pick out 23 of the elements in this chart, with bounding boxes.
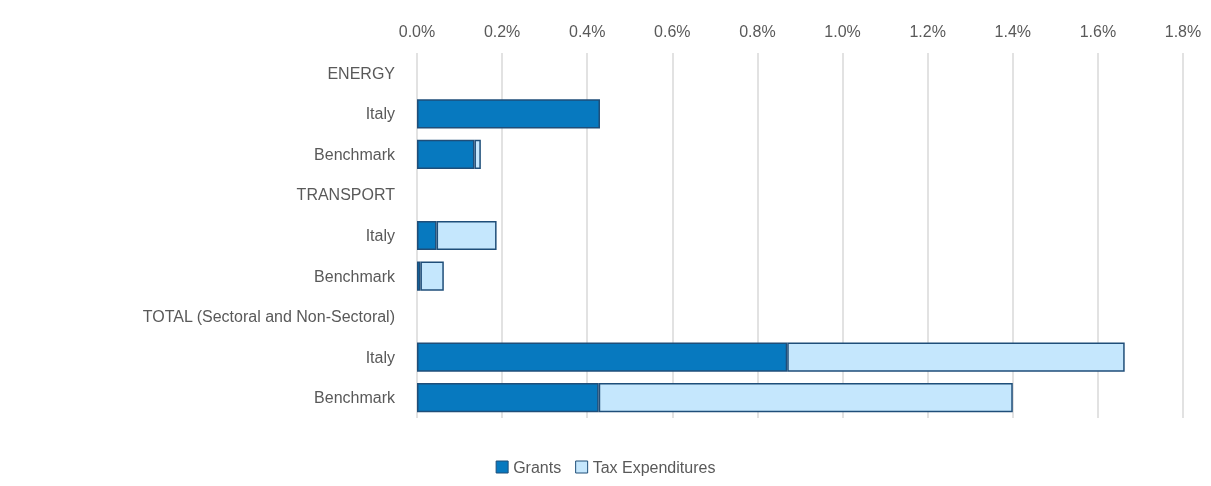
y-tick-label: Benchmark xyxy=(314,145,396,163)
x-tick-label: 0.8% xyxy=(739,22,776,40)
x-tick-label: 1.6% xyxy=(1079,22,1117,40)
y-tick-label: Italy xyxy=(365,348,395,366)
x-tick-label: 1.0% xyxy=(824,22,861,40)
x-tick-label: 0.4% xyxy=(568,22,606,40)
y-tick-label: ENERGY xyxy=(327,64,396,82)
x-tick-label: 0.6% xyxy=(654,22,691,40)
x-tick-label: 0.0% xyxy=(398,22,436,40)
x-tick-label: 0.2% xyxy=(483,22,521,40)
legend-label: Grants xyxy=(513,458,562,476)
legend-label: Tax Expenditures xyxy=(592,458,716,476)
y-tick-label: Benchmark xyxy=(314,267,396,285)
bar xyxy=(420,261,444,291)
x-tick-label: 1.4% xyxy=(994,22,1032,40)
y-tick-label: Italy xyxy=(365,227,395,244)
y-tick-label: TOTAL (Sectoral and Non-Sectoral) xyxy=(142,308,395,326)
bar xyxy=(417,99,600,129)
y-tick-label: Benchmark xyxy=(314,389,396,407)
x-tick-label: 1.8% xyxy=(1164,22,1202,40)
y-tick-label: Italy xyxy=(365,105,395,123)
y-tick-label: TRANSPORT xyxy=(296,186,396,204)
x-tick-label: 1.2% xyxy=(909,22,946,40)
